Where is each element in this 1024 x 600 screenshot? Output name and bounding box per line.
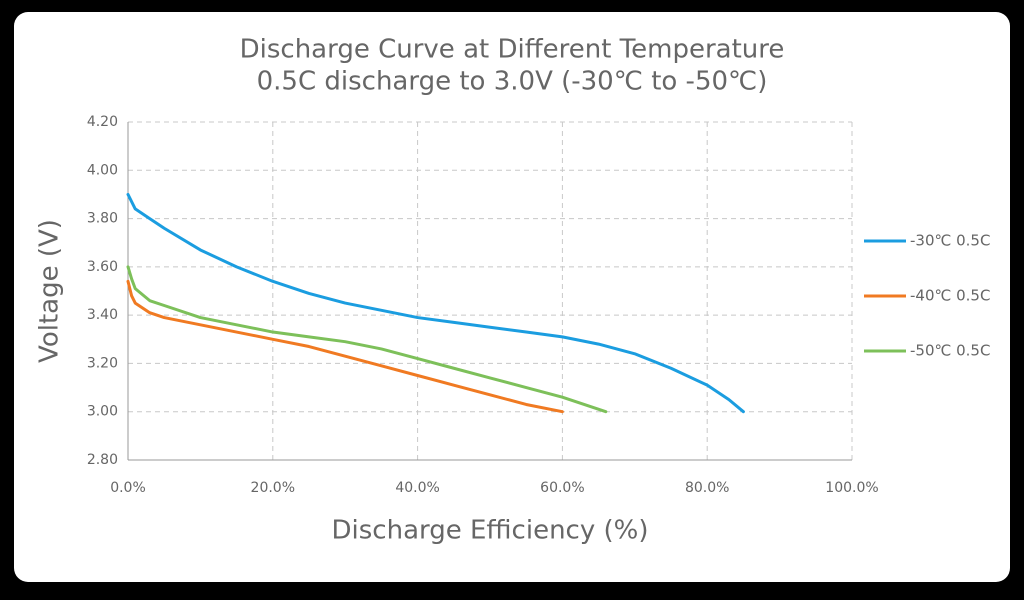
x-tick-label: 60.0% — [540, 480, 584, 496]
x-tick-label: 20.0% — [251, 480, 295, 496]
x-tick-label: 80.0% — [685, 480, 729, 496]
x-axis-label: Discharge Efficiency (%) — [332, 516, 649, 546]
x-tick-label: 100.0% — [825, 480, 878, 496]
legend-label: -50℃ 0.5C — [910, 342, 990, 360]
series-line — [126, 192, 745, 414]
y-tick-label: 3.00 — [87, 404, 118, 420]
y-axis-label: Voltage (V) — [35, 219, 65, 363]
x-tick-label: 40.0% — [395, 480, 439, 496]
panel — [14, 12, 1010, 582]
y-tick-label: 3.40 — [87, 307, 118, 323]
y-tick-label: 3.80 — [87, 211, 118, 227]
legend-label: -30℃ 0.5C — [910, 232, 990, 250]
chart-subtitle: 0.5C discharge to 3.0V (-30℃ to -50℃) — [257, 67, 768, 97]
y-tick-label: 4.20 — [87, 114, 118, 130]
chart-title: Discharge Curve at Different Temperature — [240, 35, 785, 65]
legend-label: -40℃ 0.5C — [910, 287, 990, 305]
series-line — [126, 279, 564, 414]
y-tick-label: 3.20 — [87, 355, 118, 371]
y-tick-label: 3.60 — [87, 259, 118, 275]
series-line — [126, 265, 608, 414]
x-tick-label: 0.0% — [110, 480, 146, 496]
y-tick-label: 4.00 — [87, 162, 118, 178]
y-tick-label: 2.80 — [87, 452, 118, 468]
